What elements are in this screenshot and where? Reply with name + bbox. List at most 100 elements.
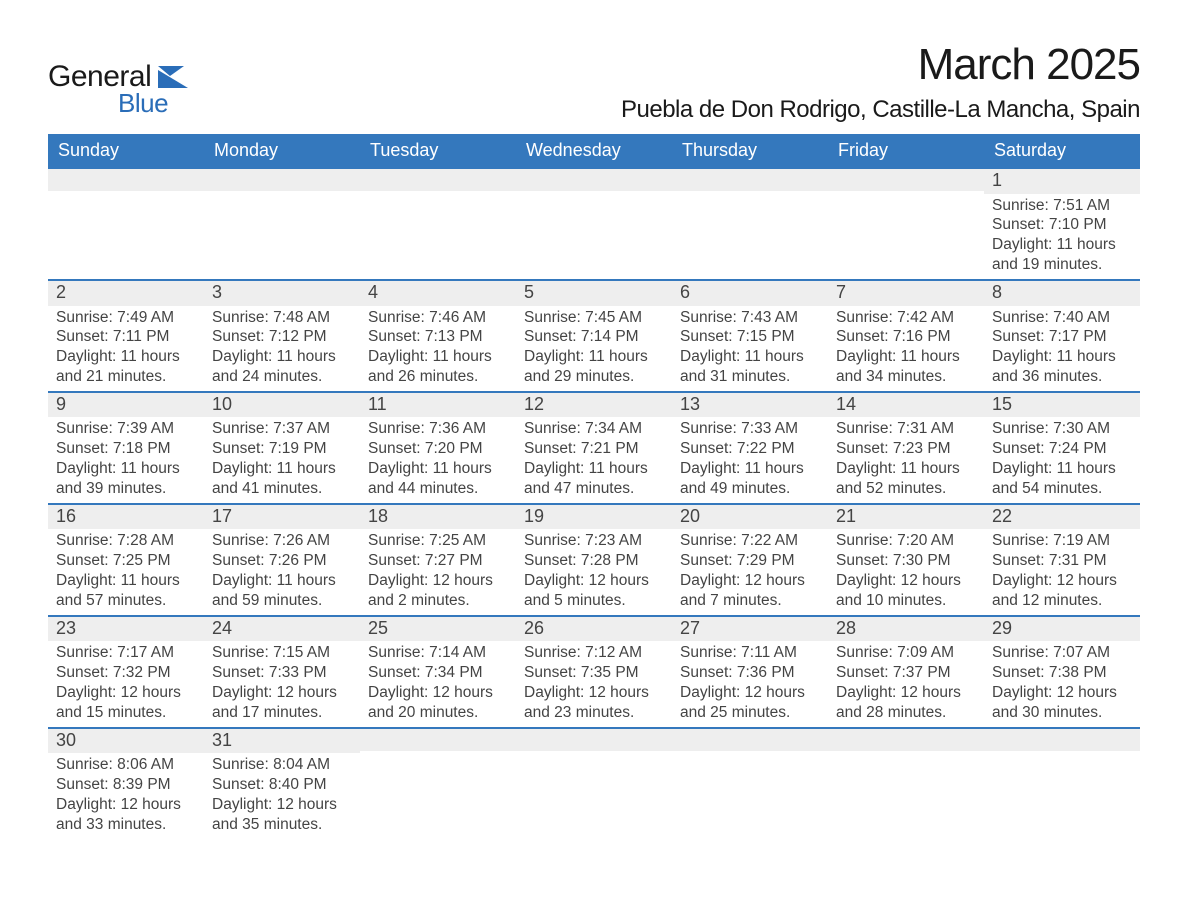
day-line-d1: Daylight: 11 hours xyxy=(836,347,976,367)
day-line-d1: Daylight: 11 hours xyxy=(524,459,664,479)
day-details: Sunrise: 7:07 AMSunset: 7:38 PMDaylight:… xyxy=(984,641,1140,726)
day-line-d2: and 39 minutes. xyxy=(56,479,196,499)
day-line-sunrise: Sunrise: 8:04 AM xyxy=(212,755,352,775)
day-line-d2: and 44 minutes. xyxy=(368,479,508,499)
calendar-day-cell: 23Sunrise: 7:17 AMSunset: 7:32 PMDayligh… xyxy=(48,616,204,728)
day-line-sunrise: Sunrise: 7:19 AM xyxy=(992,531,1132,551)
calendar-day-cell xyxy=(984,728,1140,839)
day-line-sunrise: Sunrise: 7:22 AM xyxy=(680,531,820,551)
day-line-sunrise: Sunrise: 7:33 AM xyxy=(680,419,820,439)
day-line-d2: and 17 minutes. xyxy=(212,703,352,723)
day-number: 5 xyxy=(516,281,672,306)
day-details: Sunrise: 7:37 AMSunset: 7:19 PMDaylight:… xyxy=(204,417,360,502)
calendar-day-cell: 2Sunrise: 7:49 AMSunset: 7:11 PMDaylight… xyxy=(48,280,204,392)
day-details: Sunrise: 7:22 AMSunset: 7:29 PMDaylight:… xyxy=(672,529,828,614)
day-number: 10 xyxy=(204,393,360,418)
day-line-sunset: Sunset: 7:24 PM xyxy=(992,439,1132,459)
calendar-day-cell: 19Sunrise: 7:23 AMSunset: 7:28 PMDayligh… xyxy=(516,504,672,616)
day-line-sunset: Sunset: 7:19 PM xyxy=(212,439,352,459)
brand-logo: General Blue xyxy=(48,60,192,119)
day-line-d2: and 21 minutes. xyxy=(56,367,196,387)
day-line-d1: Daylight: 11 hours xyxy=(212,347,352,367)
day-details: Sunrise: 7:42 AMSunset: 7:16 PMDaylight:… xyxy=(828,306,984,391)
calendar-day-cell: 7Sunrise: 7:42 AMSunset: 7:16 PMDaylight… xyxy=(828,280,984,392)
day-details: Sunrise: 7:48 AMSunset: 7:12 PMDaylight:… xyxy=(204,306,360,391)
calendar-day-cell: 9Sunrise: 7:39 AMSunset: 7:18 PMDaylight… xyxy=(48,392,204,504)
day-line-d2: and 5 minutes. xyxy=(524,591,664,611)
day-line-d2: and 30 minutes. xyxy=(992,703,1132,723)
day-line-d1: Daylight: 12 hours xyxy=(368,683,508,703)
day-line-sunrise: Sunrise: 7:31 AM xyxy=(836,419,976,439)
day-number: 1 xyxy=(984,169,1140,194)
day-line-d1: Daylight: 11 hours xyxy=(56,459,196,479)
day-line-sunrise: Sunrise: 7:25 AM xyxy=(368,531,508,551)
day-number: 27 xyxy=(672,617,828,642)
day-number: 23 xyxy=(48,617,204,642)
day-line-d2: and 49 minutes. xyxy=(680,479,820,499)
day-line-d2: and 23 minutes. xyxy=(524,703,664,723)
empty-day-number xyxy=(828,729,984,751)
calendar-day-cell: 28Sunrise: 7:09 AMSunset: 7:37 PMDayligh… xyxy=(828,616,984,728)
day-number: 3 xyxy=(204,281,360,306)
day-line-sunrise: Sunrise: 7:20 AM xyxy=(836,531,976,551)
day-number: 26 xyxy=(516,617,672,642)
day-line-d1: Daylight: 12 hours xyxy=(836,683,976,703)
day-line-d2: and 20 minutes. xyxy=(368,703,508,723)
day-line-sunrise: Sunrise: 7:36 AM xyxy=(368,419,508,439)
empty-day-number xyxy=(672,729,828,751)
day-line-sunset: Sunset: 7:15 PM xyxy=(680,327,820,347)
day-details: Sunrise: 7:43 AMSunset: 7:15 PMDaylight:… xyxy=(672,306,828,391)
day-line-d1: Daylight: 12 hours xyxy=(992,571,1132,591)
day-line-d2: and 36 minutes. xyxy=(992,367,1132,387)
day-line-d1: Daylight: 12 hours xyxy=(992,683,1132,703)
day-line-sunrise: Sunrise: 7:42 AM xyxy=(836,308,976,328)
empty-day-number xyxy=(516,169,672,191)
day-number: 22 xyxy=(984,505,1140,530)
calendar-week-row: 2Sunrise: 7:49 AMSunset: 7:11 PMDaylight… xyxy=(48,280,1140,392)
day-line-sunset: Sunset: 7:12 PM xyxy=(212,327,352,347)
calendar-day-cell: 5Sunrise: 7:45 AMSunset: 7:14 PMDaylight… xyxy=(516,280,672,392)
day-details: Sunrise: 8:06 AMSunset: 8:39 PMDaylight:… xyxy=(48,753,204,838)
day-line-d1: Daylight: 11 hours xyxy=(212,459,352,479)
empty-day-number xyxy=(48,169,204,191)
calendar-day-cell: 25Sunrise: 7:14 AMSunset: 7:34 PMDayligh… xyxy=(360,616,516,728)
day-line-d1: Daylight: 11 hours xyxy=(56,571,196,591)
day-number: 31 xyxy=(204,729,360,754)
day-line-sunset: Sunset: 7:33 PM xyxy=(212,663,352,683)
calendar-day-cell: 22Sunrise: 7:19 AMSunset: 7:31 PMDayligh… xyxy=(984,504,1140,616)
day-line-d1: Daylight: 11 hours xyxy=(992,459,1132,479)
day-number: 17 xyxy=(204,505,360,530)
day-line-sunrise: Sunrise: 7:28 AM xyxy=(56,531,196,551)
day-details: Sunrise: 7:31 AMSunset: 7:23 PMDaylight:… xyxy=(828,417,984,502)
day-line-sunset: Sunset: 7:17 PM xyxy=(992,327,1132,347)
day-line-sunrise: Sunrise: 7:26 AM xyxy=(212,531,352,551)
day-details: Sunrise: 7:17 AMSunset: 7:32 PMDaylight:… xyxy=(48,641,204,726)
calendar-day-cell: 26Sunrise: 7:12 AMSunset: 7:35 PMDayligh… xyxy=(516,616,672,728)
day-details: Sunrise: 7:39 AMSunset: 7:18 PMDaylight:… xyxy=(48,417,204,502)
day-details: Sunrise: 7:14 AMSunset: 7:34 PMDaylight:… xyxy=(360,641,516,726)
day-number: 28 xyxy=(828,617,984,642)
calendar-day-cell: 13Sunrise: 7:33 AMSunset: 7:22 PMDayligh… xyxy=(672,392,828,504)
day-line-d2: and 57 minutes. xyxy=(56,591,196,611)
day-line-d2: and 24 minutes. xyxy=(212,367,352,387)
calendar-body: 1Sunrise: 7:51 AMSunset: 7:10 PMDaylight… xyxy=(48,169,1140,838)
day-line-d2: and 47 minutes. xyxy=(524,479,664,499)
day-line-sunrise: Sunrise: 7:49 AM xyxy=(56,308,196,328)
day-line-d2: and 19 minutes. xyxy=(992,255,1132,275)
day-line-sunset: Sunset: 7:35 PM xyxy=(524,663,664,683)
day-details: Sunrise: 7:15 AMSunset: 7:33 PMDaylight:… xyxy=(204,641,360,726)
day-line-d1: Daylight: 11 hours xyxy=(836,459,976,479)
calendar-day-cell: 14Sunrise: 7:31 AMSunset: 7:23 PMDayligh… xyxy=(828,392,984,504)
day-line-sunset: Sunset: 7:25 PM xyxy=(56,551,196,571)
day-header: Friday xyxy=(828,134,984,169)
day-number: 13 xyxy=(672,393,828,418)
day-line-sunset: Sunset: 7:36 PM xyxy=(680,663,820,683)
title-location: Puebla de Don Rodrigo, Castille-La Manch… xyxy=(621,96,1140,124)
calendar-day-cell xyxy=(516,728,672,839)
title-block: March 2025 Puebla de Don Rodrigo, Castil… xyxy=(621,40,1140,124)
day-line-sunrise: Sunrise: 7:12 AM xyxy=(524,643,664,663)
day-line-sunrise: Sunrise: 7:17 AM xyxy=(56,643,196,663)
day-line-d1: Daylight: 12 hours xyxy=(680,571,820,591)
day-details: Sunrise: 7:40 AMSunset: 7:17 PMDaylight:… xyxy=(984,306,1140,391)
day-line-d1: Daylight: 12 hours xyxy=(56,683,196,703)
